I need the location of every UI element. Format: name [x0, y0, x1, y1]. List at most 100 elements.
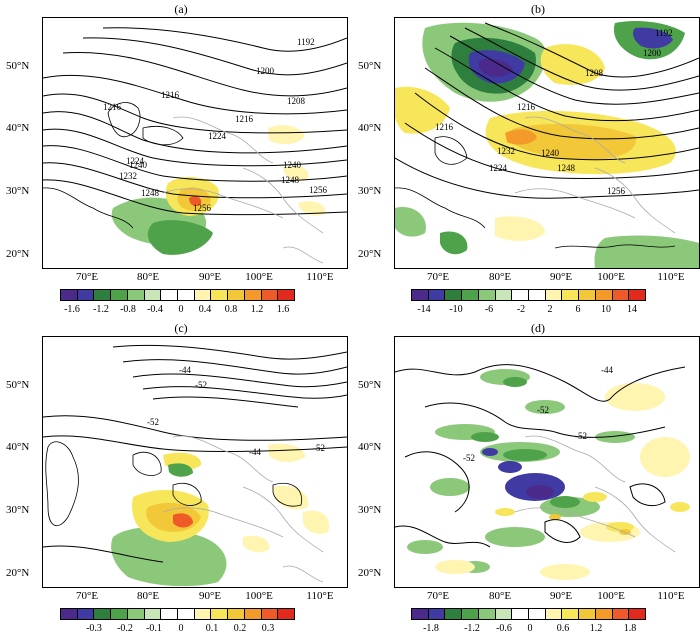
- colorbar-tick: -0.1: [146, 623, 162, 634]
- colorbar-swatch: [445, 609, 463, 619]
- colorbar-swatch: [61, 609, 78, 619]
- contour-label: -44: [601, 365, 613, 375]
- colorbar-swatch: [478, 290, 496, 300]
- colorbar-swatch: [529, 609, 546, 619]
- lon-label: 80°E: [136, 590, 160, 602]
- colorbar: [60, 289, 295, 301]
- lon-label: 90°E: [549, 590, 573, 602]
- contour-label: 1200: [643, 48, 661, 58]
- contour-label: 1216: [435, 122, 453, 132]
- colorbar-swatch: [77, 609, 95, 619]
- lon-label: 90°E: [198, 271, 222, 283]
- lon-label: 100°E: [245, 590, 273, 602]
- lat-label: 40°N: [6, 122, 30, 134]
- lat-label: 40°N: [358, 122, 382, 134]
- colorbar-swatch: [428, 290, 446, 300]
- colorbar-swatch: [445, 290, 463, 300]
- lon-label: 70°E: [426, 590, 450, 602]
- lat-label: 30°N: [358, 185, 382, 197]
- lat-label: 40°N: [358, 441, 382, 453]
- colorbar-swatch: [144, 609, 162, 619]
- lon-label: 70°E: [426, 271, 450, 283]
- lon-label: 110°E: [306, 271, 334, 283]
- colorbar-swatch: [495, 609, 513, 619]
- lon-label: 100°E: [597, 590, 625, 602]
- colorbar-tick: 2: [547, 304, 553, 315]
- colorbar-swatch: [462, 290, 479, 300]
- colorbar-swatch: [244, 290, 262, 300]
- lat-label: 50°N: [6, 60, 30, 72]
- colorbar-swatch: [178, 609, 195, 619]
- contour-label: 1192: [655, 28, 673, 38]
- colorbar-swatch: [595, 290, 613, 300]
- colorbar-swatch: [111, 290, 128, 300]
- colorbar-tick: 0.8: [224, 304, 238, 315]
- map-plot: [43, 27, 347, 264]
- colorbar-swatch: [278, 609, 295, 619]
- colorbar-swatch: [127, 290, 145, 300]
- contour-label: 1216: [103, 102, 121, 112]
- contour-label: 1224: [489, 163, 507, 173]
- colorbar-swatch: [261, 290, 279, 300]
- colorbar-tick: 6: [575, 304, 581, 315]
- colorbar-tick: -0.3: [86, 623, 102, 634]
- contour-label: 1224: [208, 131, 226, 141]
- contour-label: -52: [313, 443, 325, 453]
- map-plot: [395, 21, 699, 268]
- lat-label: 40°N: [6, 441, 30, 453]
- colorbar-swatch: [94, 290, 112, 300]
- colorbar: [411, 289, 646, 301]
- colorbar-swatch: [428, 609, 446, 619]
- colorbar-tick: -0.6: [496, 623, 512, 634]
- colorbar-tick: -1.2: [464, 623, 480, 634]
- colorbar-tick: -10: [449, 304, 463, 315]
- colorbar-tick: -2: [516, 304, 526, 315]
- lat-label: 50°N: [358, 60, 382, 72]
- contour-label: 1256: [193, 203, 211, 213]
- lon-label: 70°E: [75, 590, 99, 602]
- contour-label: 1216: [161, 90, 179, 100]
- contour-label: 1240: [129, 160, 147, 170]
- colorbar-tick: 1.2: [250, 304, 264, 315]
- lat-label: 30°N: [358, 504, 382, 516]
- map-frame: -44 -52 -52 -52 -44: [42, 336, 348, 588]
- colorbar-swatch: [579, 609, 596, 619]
- colorbar-tick: -0.4: [147, 304, 163, 315]
- colorbar: [411, 608, 646, 620]
- colorbar-swatch: [462, 609, 479, 619]
- lat-label: 30°N: [6, 504, 30, 516]
- colorbar-swatch: [194, 609, 212, 619]
- colorbar-tick: 14: [627, 304, 637, 315]
- panel-label: (c): [174, 321, 188, 335]
- colorbar-swatch: [77, 290, 95, 300]
- colorbar-tick: -1.8: [423, 623, 439, 634]
- colorbar-tick: -6: [484, 304, 494, 315]
- map-frame: -44 -52 -52 -52: [394, 336, 700, 588]
- colorbar-swatch: [178, 290, 195, 300]
- colorbar-swatch: [562, 609, 580, 619]
- map-frame: 1192 1200 1208 1216 1216 1216 1224 1224 …: [42, 17, 348, 269]
- panel-label: (a): [174, 2, 188, 16]
- contour-label: -52: [537, 405, 549, 415]
- contour-label: 1224: [126, 156, 144, 166]
- contour-label: 1208: [287, 96, 305, 106]
- colorbar-swatch: [211, 290, 229, 300]
- lat-label: 20°N: [358, 567, 382, 579]
- contour-label: 1248: [281, 175, 299, 185]
- contour-label: -52: [195, 380, 207, 390]
- contour-label: 1256: [607, 186, 625, 196]
- lon-label: 90°E: [198, 590, 222, 602]
- colorbar-swatch: [228, 290, 245, 300]
- colorbar-tick: 10: [601, 304, 611, 315]
- colorbar-tick: -1.2: [93, 304, 109, 315]
- colorbar-tick: 0.2: [233, 623, 247, 634]
- lat-label: 50°N: [6, 379, 30, 391]
- colorbar-swatch: [61, 290, 78, 300]
- colorbar-swatch: [545, 290, 563, 300]
- colorbar-tick: 0.1: [205, 623, 219, 634]
- contour-label: -52: [575, 431, 587, 441]
- colorbar-swatch: [512, 609, 530, 619]
- contour-label: 1200: [256, 66, 274, 76]
- contour-label: 1240: [541, 148, 559, 158]
- lon-label: 80°E: [488, 590, 512, 602]
